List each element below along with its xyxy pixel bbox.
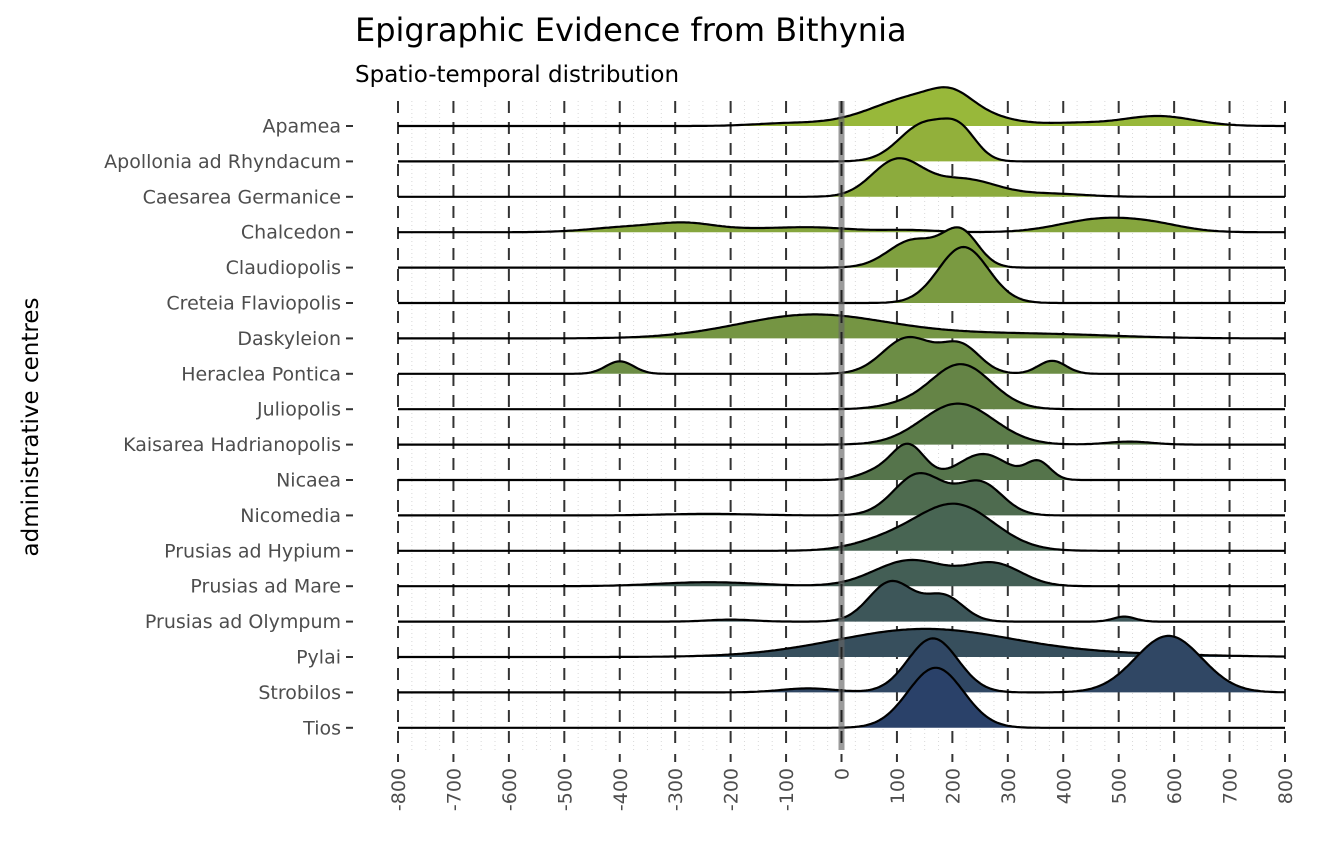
category-label: Heraclea Pontica — [181, 363, 341, 385]
x-tick-label: -200 — [721, 768, 743, 811]
ridge-fill — [398, 635, 1285, 693]
category-label: Creteia Flaviopolis — [166, 293, 341, 315]
x-tick-label: 800 — [1275, 768, 1297, 804]
category-label: Apamea — [262, 116, 341, 138]
y-axis: Apamea Apollonia ad Rhyndacum Caesarea Ger… — [104, 116, 353, 739]
category-label: Nicomedia — [240, 505, 341, 527]
x-tick-label: 600 — [1164, 768, 1186, 804]
chart-title: Epigraphic Evidence from Bithynia — [355, 11, 907, 49]
x-tick-label: 300 — [998, 768, 1020, 804]
category-label: Strobilos — [258, 682, 341, 704]
x-tick-label: 700 — [1220, 768, 1242, 804]
category-label: Juliopolis — [256, 399, 341, 421]
x-tick-label: 0 — [832, 768, 854, 780]
category-label: Tios — [302, 717, 341, 739]
x-axis: -800 -700 -600 -500 -400 -300 -200 -100 0 100 200 3… — [388, 754, 1297, 811]
category-label: Kaisarea Hadrianopolis — [123, 434, 341, 456]
minor-grid — [411, 101, 1272, 750]
major-grid — [397, 101, 1286, 750]
category-label: Chalcedon — [241, 222, 341, 244]
x-tick-label: -600 — [499, 768, 521, 811]
category-label: Daskyleion — [237, 328, 341, 350]
chart-subtitle: Spatio-temporal distribution — [355, 62, 679, 88]
x-tick-label: 200 — [942, 768, 964, 804]
category-label: Prusias ad Hypium — [164, 540, 341, 562]
category-label: Claudiopolis — [226, 257, 341, 279]
category-label: Pylai — [296, 647, 341, 669]
x-tick-label: -100 — [776, 768, 798, 811]
x-tick-label: 400 — [1053, 768, 1075, 804]
category-label: Prusias ad Mare — [190, 576, 341, 598]
x-tick-label: -700 — [443, 768, 465, 811]
x-tick-label: 100 — [887, 768, 909, 804]
x-tick-label: 500 — [1109, 768, 1131, 804]
x-tick-label: -400 — [610, 768, 632, 811]
category-label: Prusias ad Olympum — [145, 611, 341, 633]
y-axis-title: administrative centres — [18, 298, 44, 557]
ridge-fill — [398, 217, 1285, 233]
category-label: Caesarea Germanice — [143, 186, 341, 208]
x-tick-label: -800 — [388, 768, 410, 811]
x-tick-label: -500 — [554, 768, 576, 811]
category-label: Apollonia ad Rhyndacum — [104, 151, 341, 173]
category-label: Nicaea — [276, 470, 341, 492]
x-tick-label: -300 — [665, 768, 687, 811]
